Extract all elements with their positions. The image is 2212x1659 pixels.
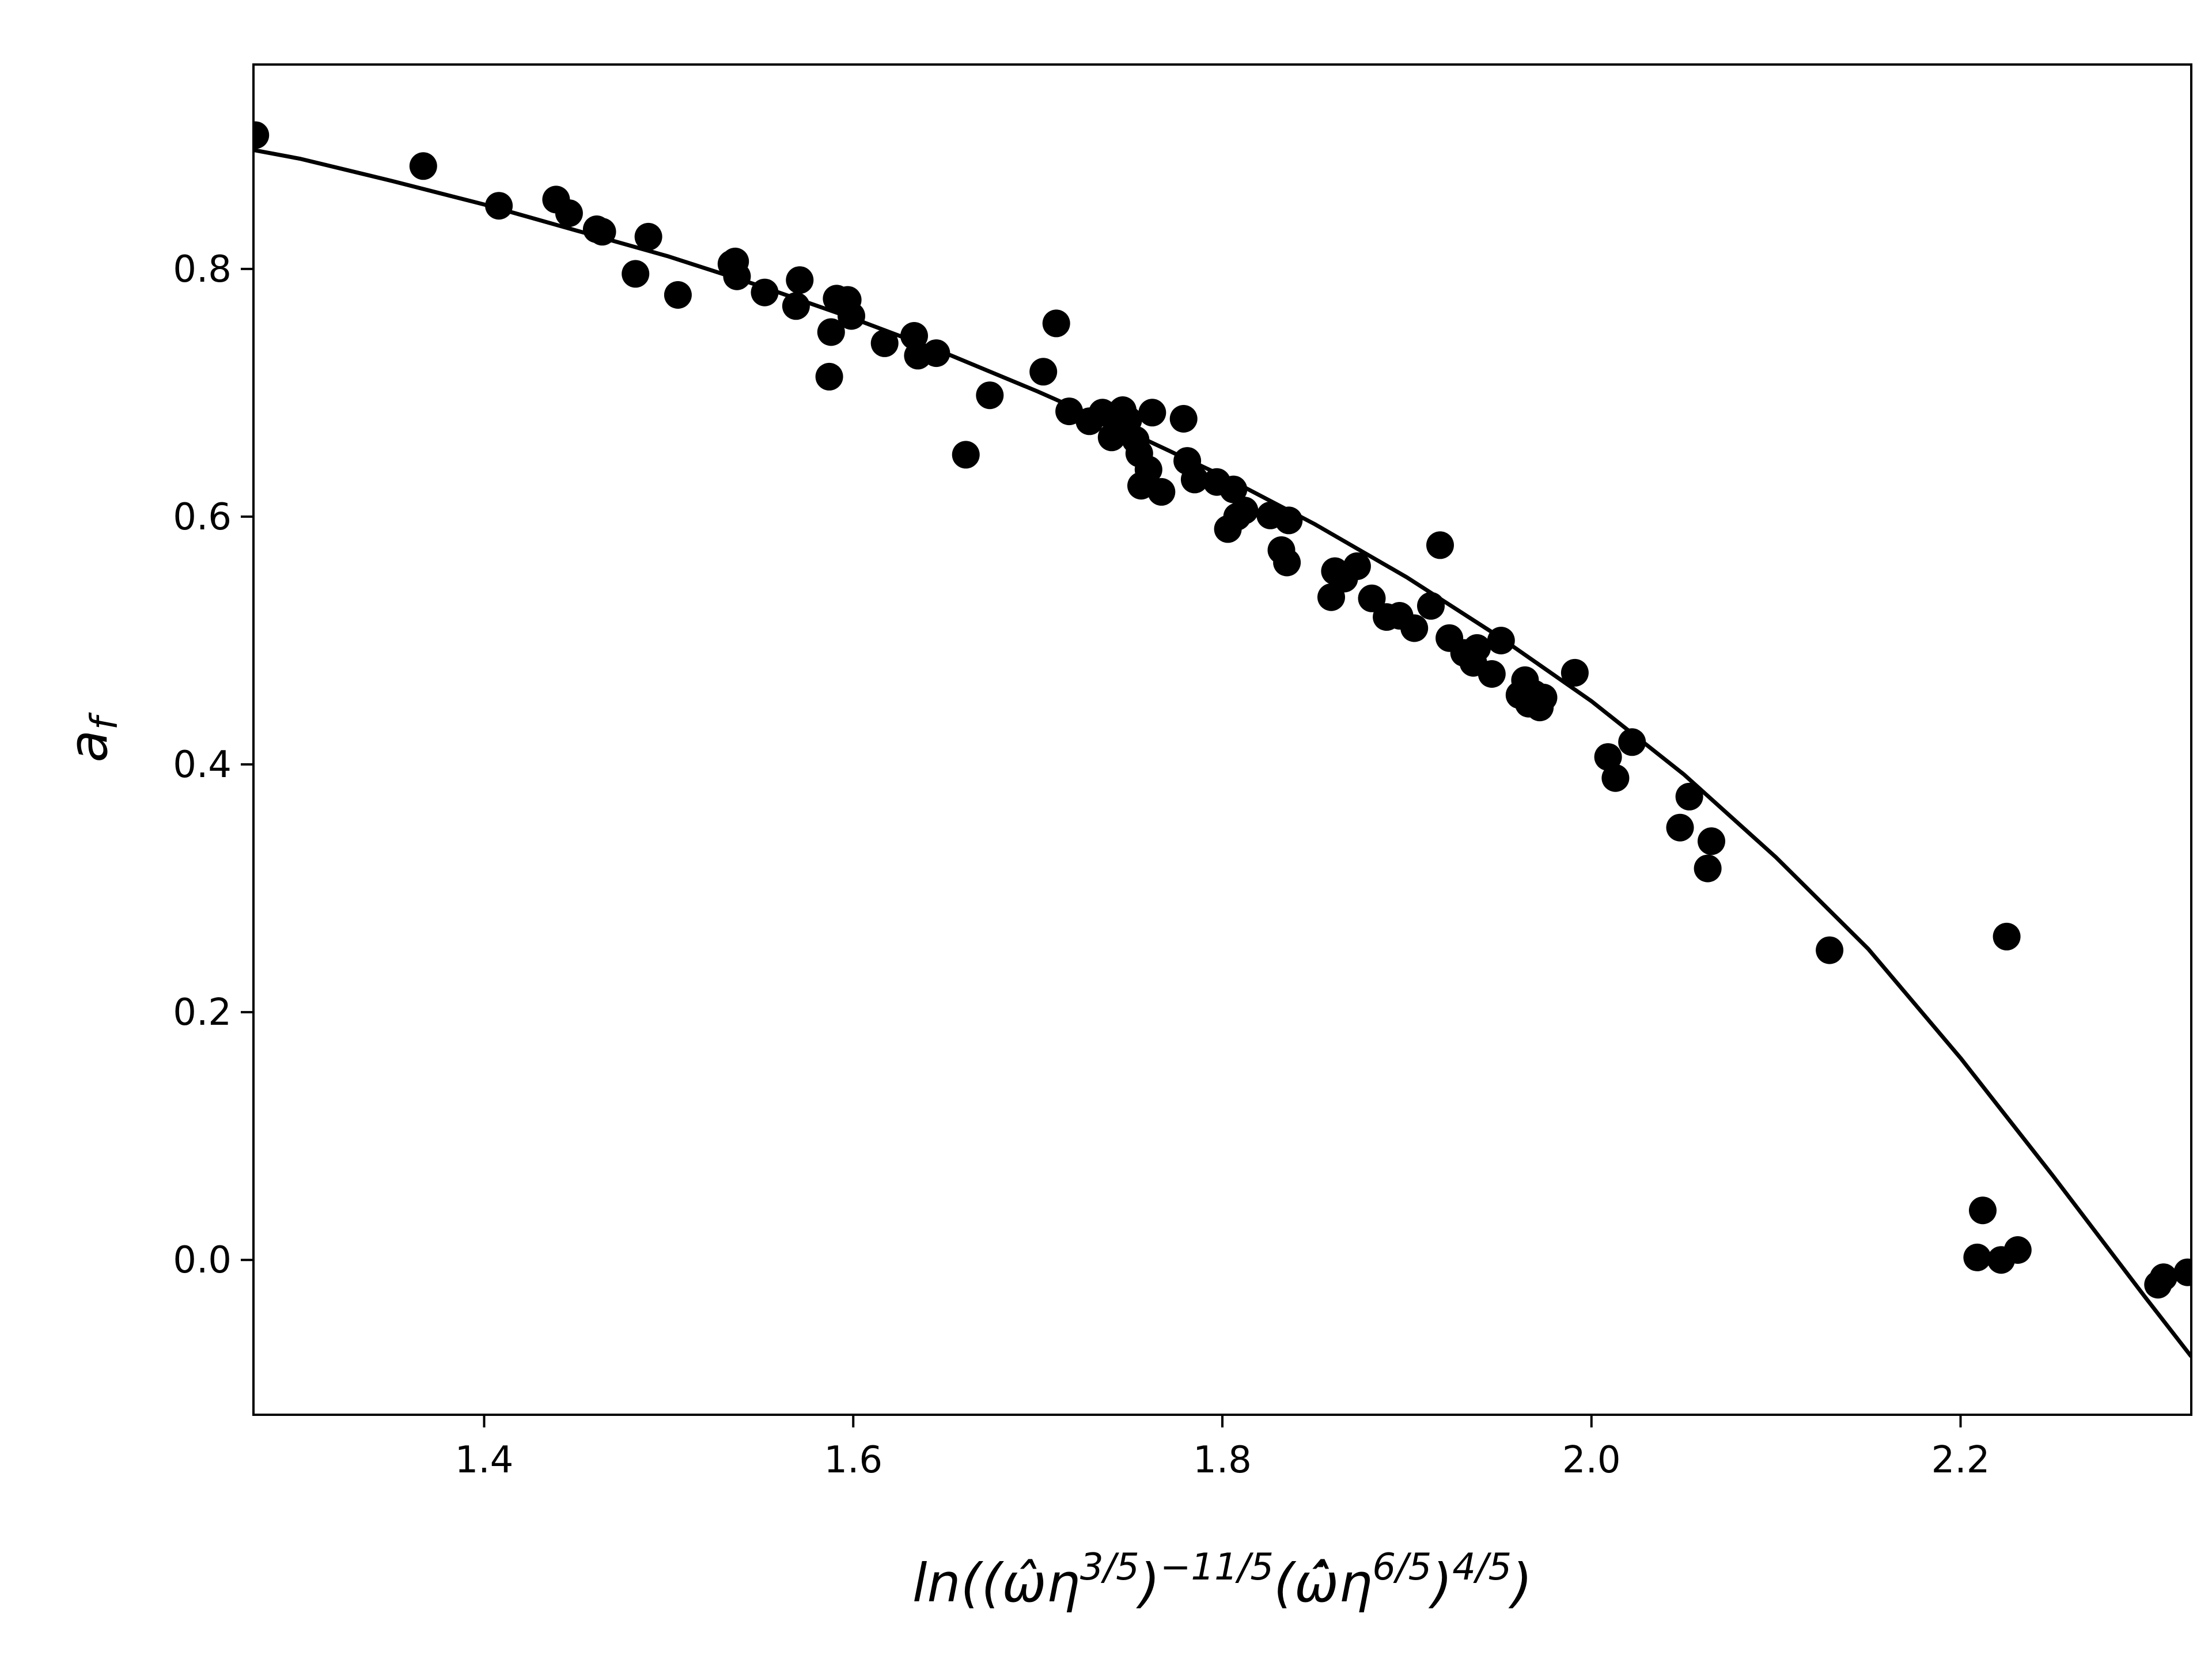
y-tick-label: 0.4 — [173, 744, 232, 786]
data-point — [1417, 592, 1445, 620]
plot-content — [253, 121, 2191, 1358]
x-axis-title: ln((ω̂η3/5)−11/5(ω̂̇η6/5)4/5) — [912, 1546, 1532, 1614]
y-axis: 0.0 0.2 0.4 0.6 0.8 — [173, 248, 253, 1282]
data-point — [976, 381, 1004, 410]
x-title-exp2: −11/5 — [1160, 1546, 1274, 1589]
x-title-exp4: 4/5 — [1452, 1546, 1512, 1589]
y-title-base: a — [58, 730, 119, 762]
data-point — [664, 281, 692, 309]
data-point — [1343, 552, 1371, 580]
data-point — [782, 292, 810, 320]
data-point — [1969, 1196, 1997, 1225]
data-point — [1138, 399, 1166, 427]
data-point — [555, 199, 583, 228]
data-point — [1694, 854, 1722, 882]
data-point — [1400, 614, 1429, 642]
y-tick-label: 0.8 — [173, 248, 232, 291]
data-point — [622, 260, 650, 288]
data-point — [1147, 478, 1176, 506]
data-point — [870, 329, 899, 357]
data-point — [1675, 782, 1703, 810]
data-point — [1963, 1243, 1991, 1271]
data-point — [634, 222, 662, 251]
x-tick-label: 1.8 — [1193, 1439, 1252, 1482]
data-point — [2173, 1258, 2191, 1286]
data-point — [815, 362, 843, 391]
data-point — [721, 247, 749, 275]
data-point — [838, 302, 865, 330]
data-point — [1463, 634, 1491, 662]
data-point — [1219, 475, 1248, 503]
data-point — [751, 278, 779, 306]
y-tick-label: 0.0 — [173, 1239, 232, 1282]
x-title-exp3: 6/5 — [1372, 1546, 1431, 1589]
data-point — [1426, 531, 1454, 559]
data-point — [1275, 506, 1303, 535]
data-point — [1993, 922, 2021, 950]
data-point — [1560, 658, 1589, 687]
y-tick-label: 0.6 — [173, 496, 232, 539]
x-title-omegadot: ω̂̇ — [1294, 1552, 1339, 1614]
data-point — [1273, 548, 1301, 577]
data-point — [1097, 423, 1126, 452]
data-point — [1478, 660, 1506, 688]
data-point — [409, 152, 437, 180]
data-point — [1180, 465, 1209, 494]
data-point — [1618, 728, 1646, 756]
x-tick-label: 1.6 — [824, 1439, 882, 1482]
data-point — [1169, 405, 1198, 433]
x-title-exp1: 3/5 — [1080, 1546, 1139, 1589]
x-title-eta2: η — [1339, 1552, 1372, 1614]
x-tick-label: 2.0 — [1562, 1439, 1621, 1482]
data-point — [952, 441, 980, 469]
data-point — [922, 339, 950, 368]
data-point — [588, 218, 616, 246]
data-point — [1698, 827, 1725, 855]
x-title-omega: ω̂ — [1002, 1552, 1046, 1614]
data-point — [1487, 627, 1515, 654]
data-point — [2149, 1263, 2177, 1291]
data-point — [1601, 764, 1630, 792]
x-tick-label: 1.4 — [455, 1439, 514, 1482]
plot-area — [253, 65, 2191, 1415]
data-point — [1594, 743, 1622, 771]
data-point — [1666, 813, 1694, 842]
x-title-base: ln(( — [912, 1552, 1005, 1614]
data-point — [253, 121, 270, 149]
data-point — [1029, 358, 1058, 386]
y-tick-label: 0.2 — [173, 991, 232, 1034]
data-point — [2003, 1236, 2032, 1264]
data-point — [1358, 584, 1386, 612]
data-point — [786, 266, 814, 294]
x-axis: 1.4 1.6 1.8 2.0 2.2 — [455, 1415, 1990, 1482]
data-point — [1230, 497, 1259, 525]
data-point — [1816, 936, 1844, 964]
data-point — [817, 318, 845, 346]
data-point — [485, 192, 513, 220]
x-title-eta: η — [1047, 1552, 1080, 1614]
data-point — [1134, 456, 1162, 484]
data-point — [1042, 309, 1070, 338]
x-tick-label: 2.2 — [1931, 1439, 1990, 1482]
data-point — [1529, 683, 1558, 711]
